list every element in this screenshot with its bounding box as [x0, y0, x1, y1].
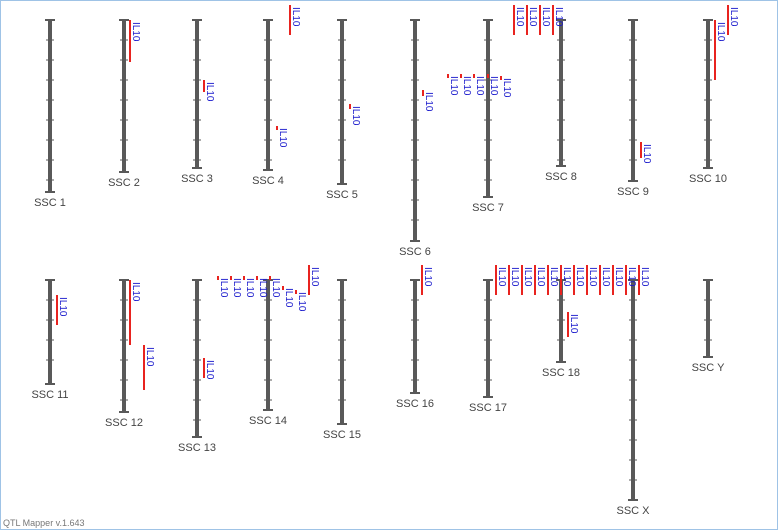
qtl-label: IL10	[204, 82, 215, 102]
chromosome	[122, 20, 126, 172]
chromosome-label: SSC 2	[108, 177, 140, 189]
chromosome-label: SSC 10	[689, 173, 727, 185]
chromosome	[486, 20, 490, 197]
chromosome-label: SSC 16	[396, 398, 434, 410]
qtl-label: IL10	[488, 76, 499, 96]
qtl-label: IL10	[144, 347, 155, 367]
qtl-label: IL10	[130, 282, 141, 302]
qtl-label: IL10	[600, 267, 611, 287]
chromosome	[195, 20, 199, 168]
qtl-label: IL10	[422, 267, 433, 287]
qtl-label: IL10	[231, 278, 242, 298]
chromosome	[48, 20, 52, 192]
chromosome-label: SSC 12	[105, 417, 143, 429]
qtl-label: IL10	[130, 22, 141, 42]
qtl-label: IL10	[553, 7, 564, 27]
qtl-label: IL10	[641, 144, 652, 164]
chromosome-label: SSC 3	[181, 173, 213, 185]
chromosome	[266, 280, 270, 410]
qtl-label: IL10	[509, 267, 520, 287]
chromosome-label: SSC X	[616, 505, 650, 517]
qtl-label: IL10	[257, 278, 268, 298]
chromosome-label: SSC 6	[399, 246, 431, 258]
qtl-label: IL10	[626, 267, 637, 287]
qtl-label: IL10	[474, 76, 485, 96]
chromosome-label: SSC 15	[323, 429, 361, 441]
qtl-label: IL10	[535, 267, 546, 287]
qtl-label: IL10	[270, 278, 281, 298]
qtl-label: IL10	[296, 292, 307, 312]
qtl-label: IL10	[244, 278, 255, 298]
chromosome	[195, 280, 199, 437]
qtl-label: IL10	[574, 267, 585, 287]
qtl-label: IL10	[290, 7, 301, 27]
chromosome-label: SSC 9	[617, 186, 649, 198]
chromosome-label: SSC 1	[34, 197, 66, 209]
chromosome-label: SSC 7	[472, 202, 504, 214]
chromosome	[340, 280, 344, 424]
qtl-label: IL10	[561, 267, 572, 287]
chromosome-label: SSC 8	[545, 171, 577, 183]
chromosome-label: SSC 17	[469, 402, 507, 414]
chromosome-label: SSC 4	[252, 175, 284, 187]
chromosome	[413, 20, 417, 241]
chromosome	[631, 280, 635, 500]
chromosome	[559, 280, 563, 362]
qtl-label: IL10	[448, 76, 459, 96]
qtl-label: IL10	[639, 267, 650, 287]
chromosome	[706, 20, 710, 168]
qtl-label: IL10	[496, 267, 507, 287]
qtl-label: IL10	[527, 7, 538, 27]
qtl-label: IL10	[568, 314, 579, 334]
chromosome-label: SSC 18	[542, 367, 580, 379]
qtl-label: IL10	[309, 267, 320, 287]
qtl-label: IL10	[587, 267, 598, 287]
qtl-label: IL10	[350, 106, 361, 126]
chromosome	[559, 20, 563, 166]
chromosome-label: SSC 14	[249, 415, 287, 427]
chromosome	[122, 280, 126, 412]
chromosome	[486, 280, 490, 397]
qtl-label: IL10	[715, 22, 726, 42]
chromosome-label: SSC 13	[178, 442, 216, 454]
chromosome-label: SSC 5	[326, 189, 358, 201]
qtl-label: IL10	[277, 128, 288, 148]
qtl-label: IL10	[728, 7, 739, 27]
chromosome-label: SSC 11	[31, 389, 68, 401]
qtl-label: IL10	[57, 297, 68, 317]
qtl-label: IL10	[540, 7, 551, 27]
chromosome-label: SSC Y	[692, 362, 725, 374]
chromosome	[340, 20, 344, 184]
chromosome	[266, 20, 270, 170]
qtl-label: IL10	[423, 92, 434, 112]
qtl-label: IL10	[218, 278, 229, 298]
qtl-label: IL10	[548, 267, 559, 287]
chromosome	[413, 280, 417, 393]
qtl-label: IL10	[204, 360, 215, 380]
qtl-label: IL10	[501, 78, 512, 98]
qtl-label: IL10	[613, 267, 624, 287]
qtl-label: IL10	[522, 267, 533, 287]
chromosome	[706, 280, 710, 357]
footer: QTL Mapper v.1.643	[3, 518, 85, 528]
chromosome	[48, 280, 52, 384]
qtl-label: IL10	[514, 7, 525, 27]
qtl-label: IL10	[461, 76, 472, 96]
qtl-label: IL10	[283, 288, 294, 308]
